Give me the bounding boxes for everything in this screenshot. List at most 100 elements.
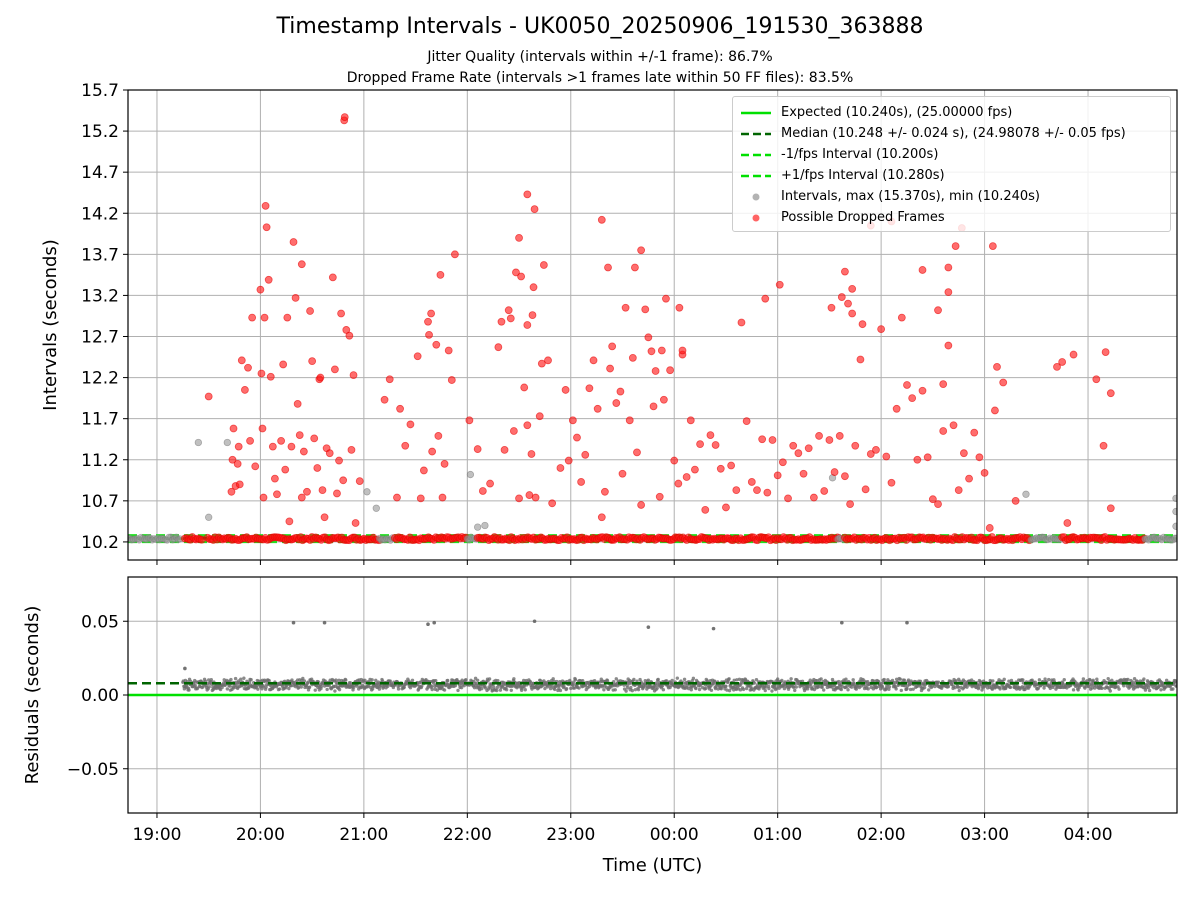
residual-point (763, 688, 767, 693)
dropped-frame-point (593, 404, 602, 413)
residual-point (737, 677, 742, 682)
dropped-frame-point (722, 503, 730, 512)
residual-point (509, 688, 513, 692)
dropped-frame-point (523, 421, 532, 430)
dropped-frame-point (858, 320, 867, 329)
dropped-frame-point (991, 406, 999, 415)
residual-point (905, 620, 909, 625)
dropped-frame-point (544, 356, 552, 365)
dropped-frame-point (539, 261, 548, 269)
dropped-frame-point (789, 441, 798, 450)
residual-point (569, 686, 573, 691)
residual-point (302, 679, 307, 683)
residual-point (337, 687, 342, 692)
dropped-frame-point (425, 330, 433, 339)
residual-point (946, 684, 951, 689)
residual-point (632, 677, 636, 682)
residual-point (187, 688, 191, 692)
interval-point (1172, 494, 1177, 503)
dropped-frame-point (631, 263, 639, 272)
residual-point (636, 687, 641, 692)
dropped-frame-point (815, 432, 823, 440)
x-tick-label: 01:00 (753, 825, 802, 845)
residual-point (532, 619, 537, 624)
residual-point (911, 687, 915, 691)
interval-point (223, 438, 231, 447)
dropped-frame-point (794, 449, 803, 458)
residual-point (633, 687, 638, 692)
residual-point (1043, 677, 1047, 681)
dropped-frame-point (606, 364, 614, 373)
residual-point (990, 687, 995, 691)
x-axis-label: Time (UTC) (602, 855, 703, 876)
residual-point (691, 676, 696, 681)
dropped-frame-point (204, 392, 213, 401)
residual-point (629, 685, 633, 690)
residual-point (377, 687, 382, 691)
dropped-frame-point (444, 346, 453, 355)
dropped-frame-point (691, 465, 699, 474)
residual-point (773, 683, 777, 688)
residual-point (426, 622, 430, 626)
residual-point (379, 683, 383, 688)
dropped-frame-point (256, 285, 265, 294)
residual-point (1036, 686, 1041, 690)
residual-point (1007, 679, 1011, 683)
residual-point (558, 688, 563, 693)
residual-y-tick-label: 0.05 (81, 612, 119, 632)
dropped-frame-point (753, 486, 761, 495)
dropped-frame-point (260, 313, 269, 322)
dropped-frame-point (716, 464, 725, 473)
residual-point (462, 683, 466, 688)
dropped-frame-point (436, 270, 445, 279)
dropped-frame-point (299, 447, 308, 456)
dropped-frame-point (237, 356, 246, 365)
residual-point (1095, 677, 1099, 681)
residual-point (957, 688, 961, 693)
dropped-frame-point (229, 424, 238, 433)
residual-point (1088, 678, 1092, 682)
dropped-frame-point (233, 459, 242, 468)
residual-point (1132, 677, 1137, 681)
dropped-frame-point (438, 493, 447, 502)
residual-point (430, 687, 434, 692)
legend-swatch (741, 170, 771, 182)
residual-point (965, 685, 969, 689)
dropped-frame-point (861, 485, 870, 494)
dropped-frame-point (271, 474, 279, 483)
residual-point (183, 666, 187, 671)
residual-point (939, 686, 944, 690)
residual-point (682, 677, 687, 682)
dropped-frame-point (761, 294, 770, 303)
residual-point (624, 689, 628, 693)
dropped-frame-point (975, 453, 984, 462)
residual-point (719, 687, 723, 691)
residual-point (1108, 689, 1112, 693)
dropped-frame-point (612, 399, 621, 407)
dropped-frame-point (908, 394, 917, 403)
legend-label: -1/fps Interval (10.200s) (781, 147, 939, 162)
dropped-frame-point (637, 501, 646, 509)
dropped-frame-point (512, 268, 520, 277)
residual-point (301, 676, 305, 681)
residual-y-tick-label: −0.05 (67, 760, 119, 780)
dropped-frame-point (333, 489, 341, 498)
residual-point (228, 684, 232, 688)
residual-point (335, 682, 339, 686)
residual-point (193, 683, 197, 688)
residual-point (712, 679, 717, 683)
dropped-frame-point (227, 487, 236, 496)
dropped-frame-point (473, 445, 482, 453)
dropped-frame-point (657, 346, 666, 355)
residual-point (543, 686, 547, 691)
legend-label: Intervals, max (15.370s), min (10.240s) (781, 189, 1040, 204)
top-y-tick-label: 12.7 (81, 328, 119, 348)
residual-point (456, 688, 460, 693)
dropped-frame-point (266, 372, 275, 381)
dropped-frame-point (696, 440, 704, 449)
residual-point (523, 688, 527, 692)
residual-point (432, 620, 437, 625)
dropped-frame-point (686, 416, 695, 425)
residual-point (922, 685, 927, 690)
residual-point (661, 688, 666, 692)
